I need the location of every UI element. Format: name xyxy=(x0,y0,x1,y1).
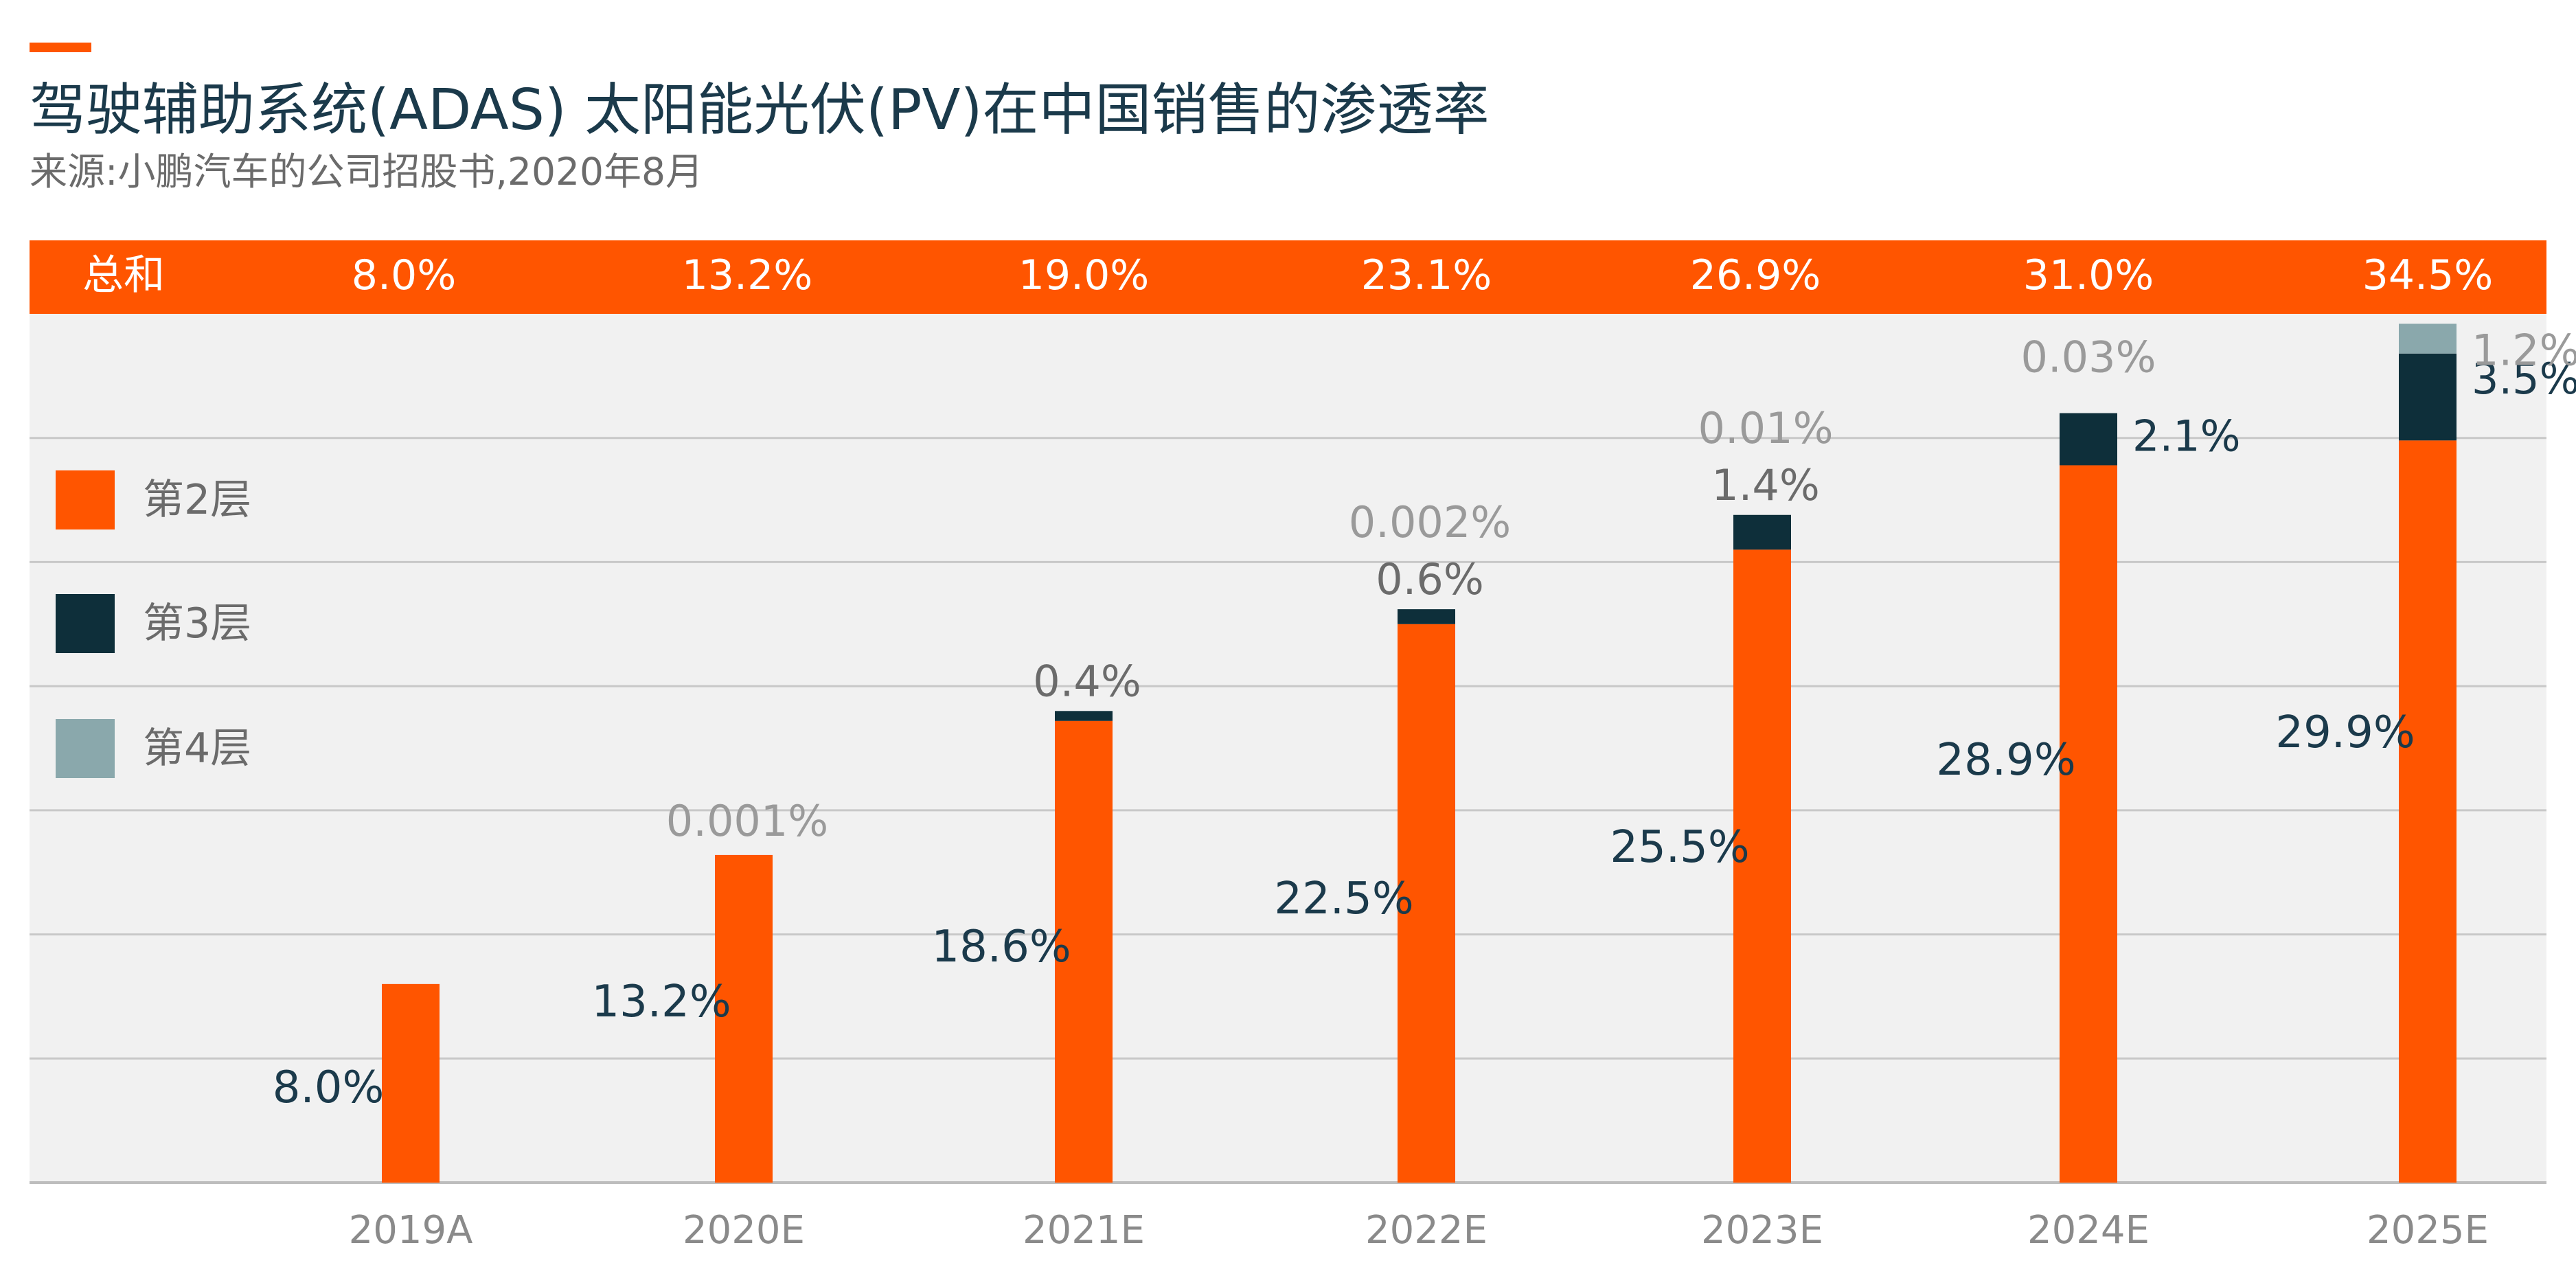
label-level2-value: 8.0% xyxy=(273,1062,385,1113)
bar-level2 xyxy=(1398,624,1455,1183)
label-level4-value: 0.002% xyxy=(1349,497,1511,547)
label-level2-value: 29.9% xyxy=(2275,707,2415,758)
total-band xyxy=(30,240,2546,314)
legend-swatch xyxy=(56,594,115,653)
total-row-value: 13.2% xyxy=(682,251,813,299)
x-tick-label: 2019A xyxy=(349,1208,473,1253)
x-tick-label: 2025E xyxy=(2367,1208,2489,1253)
chart-title: 驾驶辅助系统(ADAS) 太阳能光伏(PV)在中国销售的渗透率 xyxy=(30,78,1490,143)
bar-level2 xyxy=(1733,549,1791,1183)
label-level3-value: 2.1% xyxy=(2132,411,2241,462)
bar-level3 xyxy=(1398,609,1455,624)
x-tick-label: 2021E xyxy=(1023,1208,1145,1253)
x-tick-label: 2020E xyxy=(683,1208,805,1253)
label-level3-value: 0.4% xyxy=(1033,656,1141,706)
bar-level2 xyxy=(1055,720,1113,1183)
bar-level3 xyxy=(2060,413,2117,466)
total-row-value: 19.0% xyxy=(1018,251,1150,299)
x-tick-label: 2022E xyxy=(1365,1208,1488,1253)
total-row-value: 26.9% xyxy=(1690,251,1821,299)
legend-label: 第2层 xyxy=(143,476,251,524)
label-level2-value: 25.5% xyxy=(1610,822,1749,873)
total-row-label: 总和 xyxy=(82,251,165,299)
label-level2-value: 13.2% xyxy=(591,977,731,1027)
chart-subtitle: 来源:小鹏汽车的公司招股书,2020年8月 xyxy=(30,150,703,194)
bar-level3 xyxy=(1055,711,1113,721)
label-level4-value: 0.001% xyxy=(666,796,828,846)
label-level4-value: 1.2% xyxy=(2472,325,2576,375)
bar-level2 xyxy=(715,854,773,1183)
legend-label: 第3层 xyxy=(143,600,251,648)
bar-level2 xyxy=(2399,440,2457,1183)
bar-level2 xyxy=(2060,465,2117,1183)
label-level2-value: 22.5% xyxy=(1274,874,1413,924)
bar-level4 xyxy=(2399,323,2457,354)
bar-level2 xyxy=(382,983,440,1183)
label-level4-value: 0.01% xyxy=(1698,403,1834,453)
legend-swatch xyxy=(56,470,115,529)
total-row-value: 8.0% xyxy=(352,251,456,299)
x-tick-label: 2024E xyxy=(2027,1208,2150,1253)
legend-swatch xyxy=(56,719,115,778)
label-level2-value: 18.6% xyxy=(931,922,1071,972)
label-level2-value: 28.9% xyxy=(1936,735,2075,786)
label-level3-value: 0.6% xyxy=(1376,554,1484,604)
label-level3-value: 1.4% xyxy=(1711,460,1820,510)
label-level3-value: 3.5% xyxy=(2472,354,2576,404)
total-row-value: 34.5% xyxy=(2362,251,2494,299)
legend-label: 第4层 xyxy=(143,725,251,773)
total-row-value: 23.1% xyxy=(1361,251,1492,299)
x-tick-label: 2023E xyxy=(1701,1208,1823,1253)
label-level4-value: 0.03% xyxy=(2021,332,2156,383)
bar-level3 xyxy=(2399,353,2457,441)
total-row-value: 31.0% xyxy=(2023,251,2154,299)
plot-background xyxy=(30,314,2546,1183)
title-accent-bar xyxy=(30,43,91,52)
bar-level3 xyxy=(1733,514,1791,550)
